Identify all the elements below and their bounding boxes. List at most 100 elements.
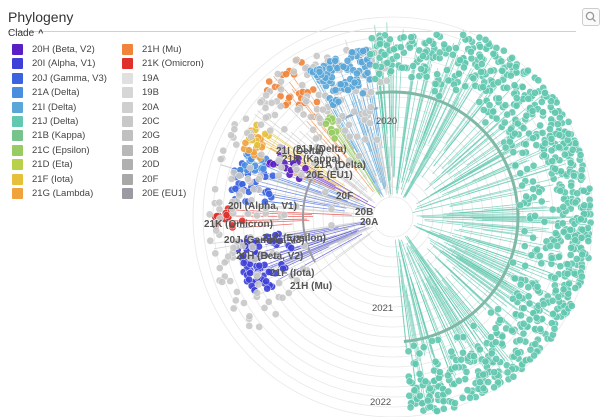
legend-item[interactable]: 21H (Mu) bbox=[122, 43, 237, 57]
legend-label: 21F (Iota) bbox=[32, 173, 74, 185]
legend-item[interactable]: 20H (Beta, V2) bbox=[12, 43, 127, 57]
legend-toggle[interactable]: Clade ^ bbox=[8, 28, 43, 39]
year-label: 2021 bbox=[372, 303, 393, 314]
legend-swatch bbox=[12, 188, 23, 199]
legend-item[interactable]: 20C bbox=[122, 115, 237, 129]
legend-item[interactable]: 21A (Delta) bbox=[12, 86, 127, 100]
legend-swatch bbox=[12, 44, 23, 55]
legend-label: 21C (Epsilon) bbox=[32, 144, 90, 156]
panel-title: Phylogeny bbox=[8, 9, 74, 25]
legend-label: 20I (Alpha, V1) bbox=[32, 58, 96, 70]
legend-swatch bbox=[122, 144, 133, 156]
legend-label: 19A bbox=[142, 72, 159, 84]
legend-label: 20B bbox=[142, 144, 159, 156]
legend-label: 19B bbox=[142, 87, 159, 99]
legend-swatch bbox=[12, 130, 23, 142]
legend-swatch bbox=[12, 144, 23, 156]
legend-swatch bbox=[122, 87, 133, 99]
legend-swatch bbox=[12, 101, 23, 113]
legend-item[interactable]: 20I (Alpha, V1) bbox=[12, 57, 127, 71]
clade-label: 20E (EU1) bbox=[306, 170, 353, 181]
legend-label: 21D (Eta) bbox=[32, 159, 73, 171]
header-divider bbox=[8, 31, 576, 32]
legend-swatch bbox=[122, 44, 133, 55]
time-grid-circle bbox=[372, 196, 414, 238]
magnifier-icon bbox=[585, 11, 596, 22]
year-label: 2022 bbox=[370, 397, 391, 408]
clade-label: 21F (Iota) bbox=[270, 268, 314, 279]
legend-swatch bbox=[122, 58, 133, 70]
legend-item[interactable]: 20G bbox=[122, 129, 237, 143]
legend-swatch bbox=[12, 87, 23, 99]
clade-tips[interactable] bbox=[205, 35, 393, 331]
clade-label: 21C (Epsilon) bbox=[262, 233, 326, 244]
legend-label: 20G bbox=[142, 130, 160, 142]
legend-label: 21I (Delta) bbox=[32, 101, 77, 113]
clade-label: 20I (Alpha, V1) bbox=[228, 201, 297, 212]
clade-label: 20A bbox=[360, 217, 378, 228]
legend-item[interactable]: 21F (Iota) bbox=[12, 173, 127, 187]
clade-tips[interactable] bbox=[245, 121, 273, 150]
legend-swatch bbox=[122, 173, 133, 185]
clade-tips[interactable] bbox=[321, 113, 341, 143]
legend-item[interactable]: 19A bbox=[122, 72, 237, 86]
legend-label: 21K (Omicron) bbox=[142, 58, 204, 70]
legend-item[interactable]: 20A bbox=[122, 101, 237, 115]
clade-label: 20B bbox=[355, 207, 373, 218]
legend-item[interactable]: 21B (Kappa) bbox=[12, 129, 127, 143]
legend-label: 21A (Delta) bbox=[32, 87, 80, 99]
legend-label: 20A bbox=[142, 101, 159, 113]
legend-swatch bbox=[12, 159, 23, 171]
legend-item[interactable]: 21C (Epsilon) bbox=[12, 144, 127, 158]
legend-item[interactable]: 19B bbox=[122, 86, 237, 100]
legend-swatch bbox=[12, 116, 23, 127]
legend-toggle-label: Clade bbox=[8, 28, 35, 39]
legend-swatch bbox=[122, 159, 133, 171]
legend-label: 20F bbox=[142, 173, 159, 185]
clade-tips[interactable] bbox=[366, 30, 595, 415]
legend-label: 20E (EU1) bbox=[142, 188, 187, 199]
legend-swatch bbox=[122, 130, 133, 142]
clade-label: 21K (Omicron) bbox=[204, 219, 273, 230]
clade-label: 20H (Beta, V2) bbox=[236, 251, 303, 262]
legend-label: 20H (Beta, V2) bbox=[32, 44, 95, 55]
legend-label: 21G (Lambda) bbox=[32, 188, 94, 199]
legend-item[interactable]: 21D (Eta) bbox=[12, 158, 127, 172]
legend-swatch bbox=[12, 173, 23, 185]
clade-label: 21H (Mu) bbox=[290, 281, 332, 292]
legend-label: 20D bbox=[142, 159, 160, 171]
clade-label: 21I (Delta) bbox=[276, 146, 324, 157]
legend-item[interactable]: 20B bbox=[122, 144, 237, 158]
clade-tips[interactable] bbox=[306, 46, 374, 109]
legend-swatch bbox=[12, 58, 23, 70]
legend-swatch bbox=[122, 72, 133, 84]
legend-item[interactable]: 21J (Delta) bbox=[12, 115, 127, 129]
trunk-branch bbox=[302, 171, 316, 263]
legend-swatch bbox=[122, 101, 133, 113]
chevron-up-icon: ^ bbox=[38, 28, 44, 38]
clade-label: 21A (Delta) bbox=[314, 160, 366, 171]
legend-item[interactable]: 21K (Omicron) bbox=[122, 57, 237, 71]
legend-label: 20C bbox=[142, 116, 160, 127]
legend-item[interactable]: 20E (EU1) bbox=[122, 187, 237, 201]
year-label: 2020 bbox=[376, 116, 397, 127]
legend-item[interactable]: 20J (Gamma, V3) bbox=[12, 72, 127, 86]
legend-label: 21H (Mu) bbox=[142, 44, 182, 55]
legend-swatch bbox=[122, 188, 133, 199]
legend-item[interactable]: 20D bbox=[122, 158, 237, 172]
clade-label: 21J (Delta) bbox=[296, 144, 347, 155]
legend-label: 21J (Delta) bbox=[32, 116, 79, 127]
legend-label: 20J (Gamma, V3) bbox=[32, 72, 107, 84]
legend-item[interactable]: 21I (Delta) bbox=[12, 101, 127, 115]
legend-item[interactable]: 21G (Lambda) bbox=[12, 187, 127, 201]
zoom-button[interactable] bbox=[582, 8, 600, 26]
trunk-branch bbox=[375, 90, 520, 344]
legend-label: 21B (Kappa) bbox=[32, 130, 86, 142]
clade-label: 20J (Gamma, V3) bbox=[224, 235, 305, 246]
clade-label: 21B (Kappa) bbox=[282, 154, 340, 165]
legend-item[interactable]: 20F bbox=[122, 173, 237, 187]
legend-swatch bbox=[122, 116, 133, 127]
legend-swatch bbox=[12, 72, 23, 84]
